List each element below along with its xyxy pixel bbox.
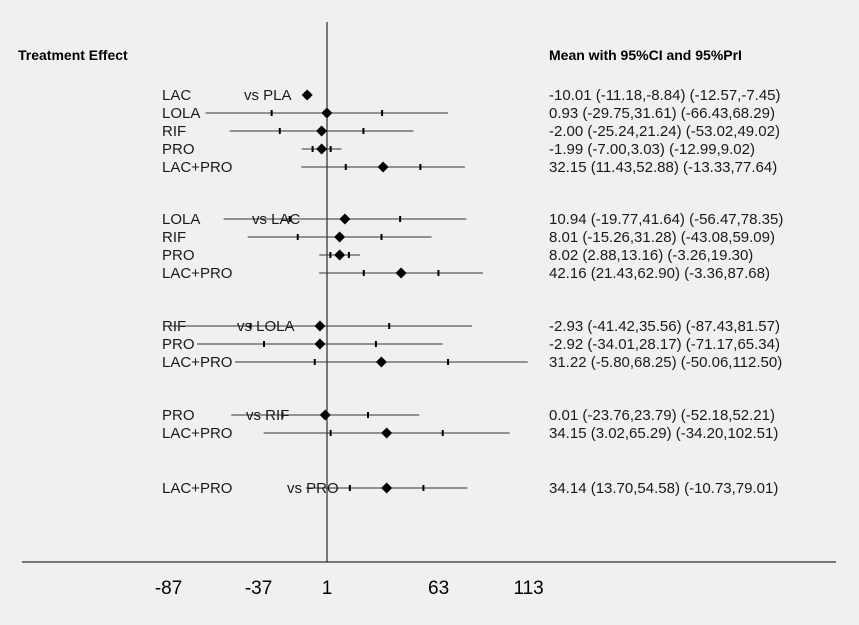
row-estimate-text: -2.00 (-25.24,21.24) (-53.02,49.02) (549, 123, 780, 140)
row-label: RIF (162, 229, 186, 246)
mean-diamond (339, 213, 351, 225)
plot-area: LAC -10.01 (-11.18,-8.84) (-12.57,-7.45) L… (162, 22, 783, 562)
mean-diamond (316, 125, 328, 137)
mean-diamond (395, 267, 407, 279)
row-estimate-text: 42.16 (21.43,62.90) (-3.36,87.68) (549, 265, 770, 282)
comparator-label: vs LOLA (237, 318, 295, 335)
row-estimate-text: 0.01 (-23.76,23.79) (-52.18,52.21) (549, 407, 775, 424)
x-tick-label: 63 (428, 578, 449, 599)
row-label: LAC (162, 87, 191, 104)
row-estimate-text: 0.93 (-29.75,31.61) (-66.43,68.29) (549, 105, 775, 122)
mean-diamond (314, 320, 326, 332)
x-tick-label: 113 (513, 578, 543, 599)
row-estimate-text: 32.15 (11.43,52.88) (-13.33,77.64) (549, 159, 777, 176)
row-label: LAC+PRO (162, 265, 232, 282)
mean-diamond (377, 161, 389, 173)
row-label: LAC+PRO (162, 480, 232, 497)
row-label: LAC+PRO (162, 159, 232, 176)
x-tick-label: -87 (155, 578, 182, 599)
row-label: LAC+PRO (162, 425, 232, 442)
row-estimate-text: -1.99 (-7.00,3.03) (-12.99,9.02) (549, 141, 755, 158)
x-tick-label: -37 (245, 578, 272, 599)
header-mean-ci-pri: Mean with 95%CI and 95%PrI (549, 47, 742, 63)
mean-diamond (319, 409, 331, 421)
mean-diamond (381, 482, 393, 494)
row-estimate-text: -2.92 (-34.01,28.17) (-71.17,65.34) (549, 336, 780, 353)
row-estimate-text: 34.14 (13.70,54.58) (-10.73,79.01) (549, 480, 778, 497)
row-label: LAC+PRO (162, 354, 232, 371)
row-estimate-text: 8.02 (2.88,13.16) (-3.26,19.30) (549, 247, 753, 264)
row-estimate-text: 8.01 (-15.26,31.28) (-43.08,59.09) (549, 229, 775, 246)
row-label: PRO (162, 247, 195, 264)
mean-diamond (375, 356, 387, 368)
comparator-label: vs LAC (252, 211, 301, 228)
comparator-label: vs PRO (287, 480, 339, 497)
row-estimate-text: -10.01 (-11.18,-8.84) (-12.57,-7.45) (549, 87, 781, 104)
row-estimate-text: 10.94 (-19.77,41.64) (-56.47,78.35) (549, 211, 783, 228)
row-label: RIF (162, 123, 186, 140)
comparator-label: vs RIF (246, 407, 289, 424)
x-axis: -87 -37 1 63 113 (22, 561, 836, 599)
row-estimate-text: -2.93 (-41.42,35.56) (-87.43,81.57) (549, 318, 780, 335)
mean-diamond (334, 231, 346, 243)
row-label: PRO (162, 407, 195, 424)
mean-diamond (321, 107, 333, 119)
row-label: LOLA (162, 211, 200, 228)
mean-diamond (301, 89, 313, 101)
x-tick-label: 1 (322, 578, 333, 599)
row-label: LOLA (162, 105, 200, 122)
mean-diamond (334, 249, 346, 261)
comparator-label: vs PLA (244, 87, 292, 104)
row-label: PRO (162, 336, 195, 353)
mean-diamond (316, 143, 328, 155)
row-estimate-text: 31.22 (-5.80,68.25) (-50.06,112.50) (549, 354, 782, 371)
header-treatment-effect: Treatment Effect (18, 47, 128, 63)
mean-diamond (381, 427, 393, 439)
row-estimate-text: 34.15 (3.02,65.29) (-34.20,102.51) (549, 425, 778, 442)
row-label: PRO (162, 141, 195, 158)
mean-diamond (314, 338, 326, 350)
